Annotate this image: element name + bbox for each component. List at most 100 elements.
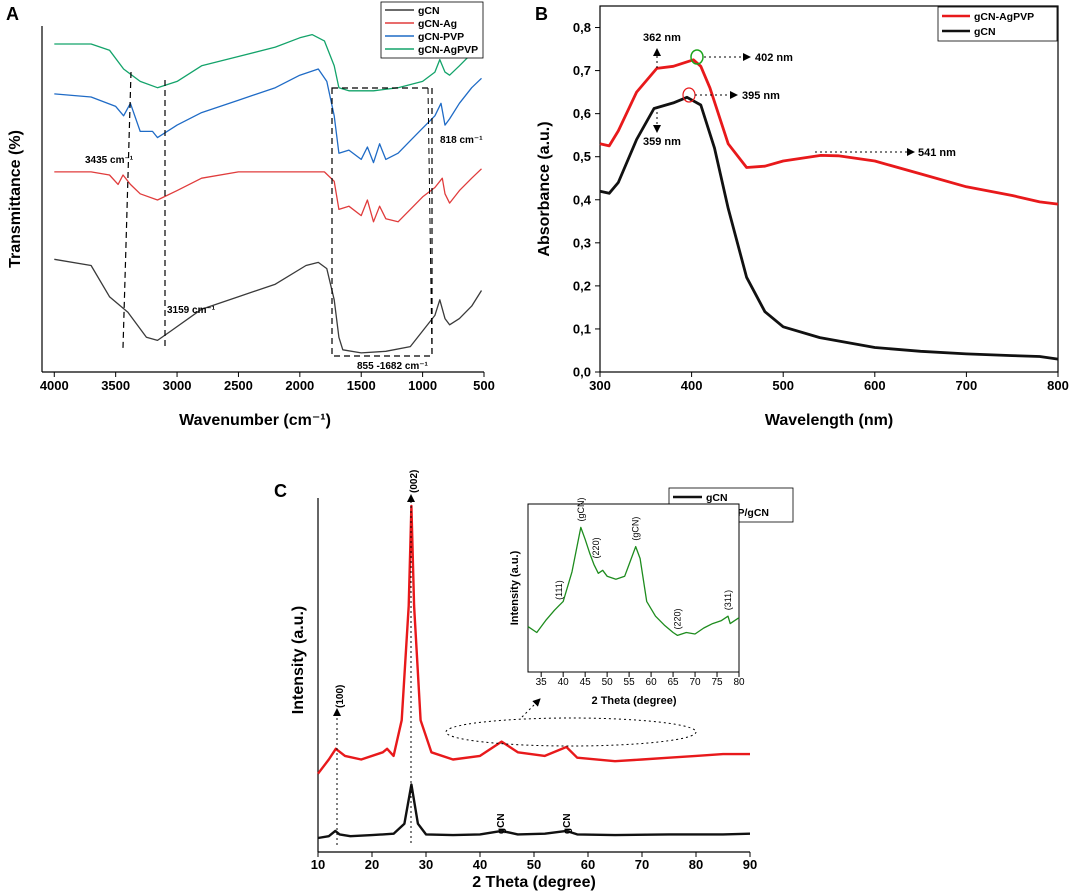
- panel-c-x-tick-label-70: 70: [635, 857, 649, 872]
- panel-c-x-tick-label-10: 10: [311, 857, 325, 872]
- panel-b-x-tick-label-700: 700: [956, 378, 978, 393]
- panel-b-x-ticks: 300 400 500 600 700 800: [589, 372, 1069, 393]
- panel-b-uvvis: B 300 400 500 600 700 800 0,00,10,20,30,40,50…: [535, 4, 1069, 429]
- inset-peak-label-2: (220): [591, 537, 601, 558]
- panel-a-ann-3435: 3435 cm⁻¹: [85, 155, 134, 166]
- panel-a-region-box: [331, 87, 433, 357]
- panel-c-peak-gcn-1: gCN: [496, 813, 507, 834]
- panel-b-line-gcn: [599, 95, 1059, 361]
- panel-a-legend-label-gcn-agpvp: gCN-AgPVP: [418, 44, 478, 56]
- inset-x-tick-label-80: 80: [733, 677, 745, 688]
- inset-peak-label-0: (111): [554, 580, 564, 600]
- panel-c-series: [317, 504, 751, 840]
- panel-c-highlight-ellipse: [445, 717, 697, 747]
- panel-c-peak-100: (100): [335, 685, 346, 708]
- panel-a-ftir: A 4000 3500 3000 2500 2000 1500 1000 500 Wavenu…: [6, 1, 495, 429]
- inset-x-ticks: 35 40 45 50 55 60 65 70 75 80: [536, 672, 745, 688]
- inset-x-tick-label-60: 60: [646, 677, 658, 688]
- panel-b-legend: gCN-AgPVP gCN: [937, 6, 1058, 42]
- panel-b-x-tick-label-500: 500: [772, 378, 794, 393]
- panel-a-x-tick-label-2500: 2500: [224, 378, 253, 393]
- inset-peak-label-4: (220): [672, 608, 682, 629]
- panel-a-x-tick-label-4000: 4000: [40, 378, 69, 393]
- panel-b-x-tick-label-300: 300: [589, 378, 611, 393]
- panel-a-line-gcn-ag: [54, 168, 482, 223]
- panel-b-y-tick-label-2: 0,2: [573, 278, 591, 293]
- panel-a-x-title: Wavenumber (cm⁻¹): [179, 412, 331, 429]
- panel-a-x-tick-label-1000: 1000: [408, 378, 437, 393]
- panel-b-y-tick-label-6: 0,6: [573, 106, 591, 121]
- panel-b-y-tick-label-7: 0,7: [573, 63, 591, 78]
- inset-x-tick-label-50: 50: [602, 677, 614, 688]
- panel-b-y-tick-label-5: 0,5: [573, 149, 591, 164]
- panel-b-y-ticks: 0,0 0,1 0,2 0,3 0,4 0,5 0,6 0,7 0,8: [573, 20, 600, 380]
- panel-b-plot-frame: [599, 5, 1059, 373]
- panel-b-y-title: Absorbance (a.u.): [536, 121, 553, 256]
- panel-b-legend-box: [937, 6, 1058, 42]
- inset-peak-label-5: (311): [723, 590, 733, 610]
- inset-x-tick-label-55: 55: [624, 677, 636, 688]
- panel-a-guide-818: [427, 87, 433, 357]
- inset-x-tick-label-40: 40: [558, 677, 570, 688]
- panel-c-inset: 35 40 45 50 55 60 65 70 75 80 2 Theta (degree) In…: [509, 497, 745, 707]
- panel-b-y-tick-label-8: 0,8: [573, 20, 591, 35]
- panel-label-b: B: [535, 4, 548, 24]
- panel-c-x-tick-label-80: 80: [689, 857, 703, 872]
- panel-a-line-gcn-pvp: [54, 68, 482, 164]
- panel-a-x-tick-label-500: 500: [473, 378, 495, 393]
- panel-b-legend-label-gcn: gCN: [974, 26, 996, 38]
- panel-c-line-ag-pvp-gcn: [317, 504, 750, 775]
- panel-b-x-tick-label-600: 600: [864, 378, 886, 393]
- panel-a-line-gcn-agpvp: [54, 33, 482, 92]
- panel-b-x-title: Wavelength (nm): [765, 412, 893, 429]
- panel-label-c: C: [274, 481, 287, 501]
- panel-a-series: [54, 33, 483, 354]
- inset-y-title: Intensity (a.u.): [509, 550, 521, 625]
- panel-a-x-tick-label-2000: 2000: [285, 378, 314, 393]
- panel-a-legend-label-gcn: gCN: [418, 5, 440, 17]
- panel-c-x-tick-label-90: 90: [743, 857, 757, 872]
- panel-b-y-tick-label-4: 0,4: [573, 192, 592, 207]
- panel-b-legend-label-agpvp: gCN-AgPVP: [974, 11, 1034, 23]
- panel-a-legend-label-gcn-ag: gCN-Ag: [418, 18, 457, 30]
- inset-line-ag-pvp-gcn: [527, 526, 740, 637]
- inset-peak-label-1: (gCN): [576, 497, 586, 521]
- inset-peak-label-3: (gCN): [631, 517, 641, 541]
- panel-c-x-ticks: 10 20 30 40 50 60 70 80 90: [311, 852, 757, 872]
- panel-c-x-tick-label-50: 50: [527, 857, 541, 872]
- inset-x-tick-label-35: 35: [536, 677, 548, 688]
- panel-b-x-tick-label-400: 400: [681, 378, 703, 393]
- inset-x-tick-label-65: 65: [668, 677, 680, 688]
- panel-b-ann-359: 359 nm: [643, 136, 681, 148]
- panel-c-legend-label-gcn: gCN: [706, 492, 728, 504]
- panel-a-ann-range: 855 -1682 cm⁻¹: [357, 361, 429, 372]
- panel-label-a: A: [6, 4, 19, 24]
- panel-b-y-tick-label-3: 0,3: [573, 235, 591, 250]
- panel-c-y-title: Intensity (a.u.): [290, 606, 307, 714]
- panel-b-series: [599, 58, 1059, 361]
- panel-a-x-tick-label-3000: 3000: [163, 378, 192, 393]
- panel-c-inset-pointer: [521, 698, 541, 718]
- panel-a-x-tick-label-3500: 3500: [101, 378, 130, 393]
- panel-c-line-gcn: [317, 783, 751, 840]
- panel-c-xrd: C 10 20 30 40 50 60 70 80 90 2 Theta (degree) In…: [274, 470, 794, 891]
- inset-x-title: 2 Theta (degree): [592, 695, 677, 707]
- panel-a-ann-818: 818 cm⁻¹: [440, 135, 483, 146]
- panel-b-ann-362: 362 nm: [643, 32, 681, 44]
- panel-b-ann-402: 402 nm: [755, 52, 793, 64]
- inset-x-tick-label-75: 75: [711, 677, 723, 688]
- panel-a-line-gcn: [54, 258, 483, 354]
- panel-a-guide-3435: [122, 71, 132, 349]
- panel-c-x-tick-label-30: 30: [419, 857, 433, 872]
- panel-c-peak-002: (002): [409, 470, 420, 493]
- panel-b-line-gcn-agpvp: [599, 58, 1059, 206]
- panel-a-y-title: Transmittance (%): [7, 130, 24, 268]
- panel-b-marker-402: [690, 49, 704, 65]
- panel-a-legend-label-gcn-pvp: gCN-PVP: [418, 31, 464, 43]
- panel-c-x-title: 2 Theta (degree): [472, 874, 596, 891]
- inset-x-tick-label-45: 45: [580, 677, 592, 688]
- inset-plot-frame: [527, 503, 740, 673]
- panel-a-x-ticks: 4000 3500 3000 2500 2000 1500 1000 500: [40, 372, 495, 393]
- panel-b-ann-395: 395 nm: [742, 90, 780, 102]
